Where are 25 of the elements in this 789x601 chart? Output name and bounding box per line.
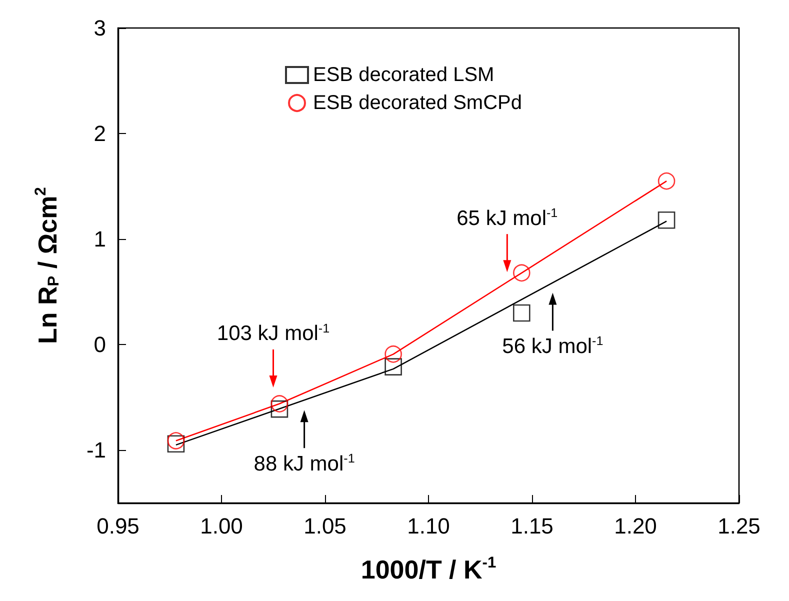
point	[270, 395, 288, 412]
y-tick-label: 1	[94, 226, 106, 252]
x-tick-label: 1.05	[304, 514, 346, 538]
point	[513, 264, 530, 282]
point	[167, 432, 185, 450]
point	[270, 400, 288, 418]
x-tick-label: 1.15	[510, 514, 554, 538]
point	[167, 435, 185, 453]
point	[658, 211, 676, 229]
y-tick-label: 3	[94, 16, 106, 40]
y-tick-label: 2	[94, 121, 106, 146]
x-tick-label: 1.00	[200, 514, 243, 538]
y-tick-label: -1	[86, 438, 106, 463]
y-axis-title: Ln RP / Ωcm2	[32, 186, 62, 344]
x-tick-label: 0.95	[96, 514, 140, 538]
x-tick-label: 1.10	[407, 514, 450, 538]
y-tick-label: 0	[94, 332, 106, 358]
point	[513, 304, 530, 322]
x-tick-label: 1.25	[718, 514, 760, 538]
point	[658, 172, 676, 190]
x-tick-label: 1.20	[614, 514, 657, 538]
point	[384, 346, 402, 363]
legend-label: ESB decorated LSM	[313, 64, 494, 86]
legend-label: ESB decorated SmCPd	[313, 92, 522, 114]
point	[384, 358, 402, 376]
